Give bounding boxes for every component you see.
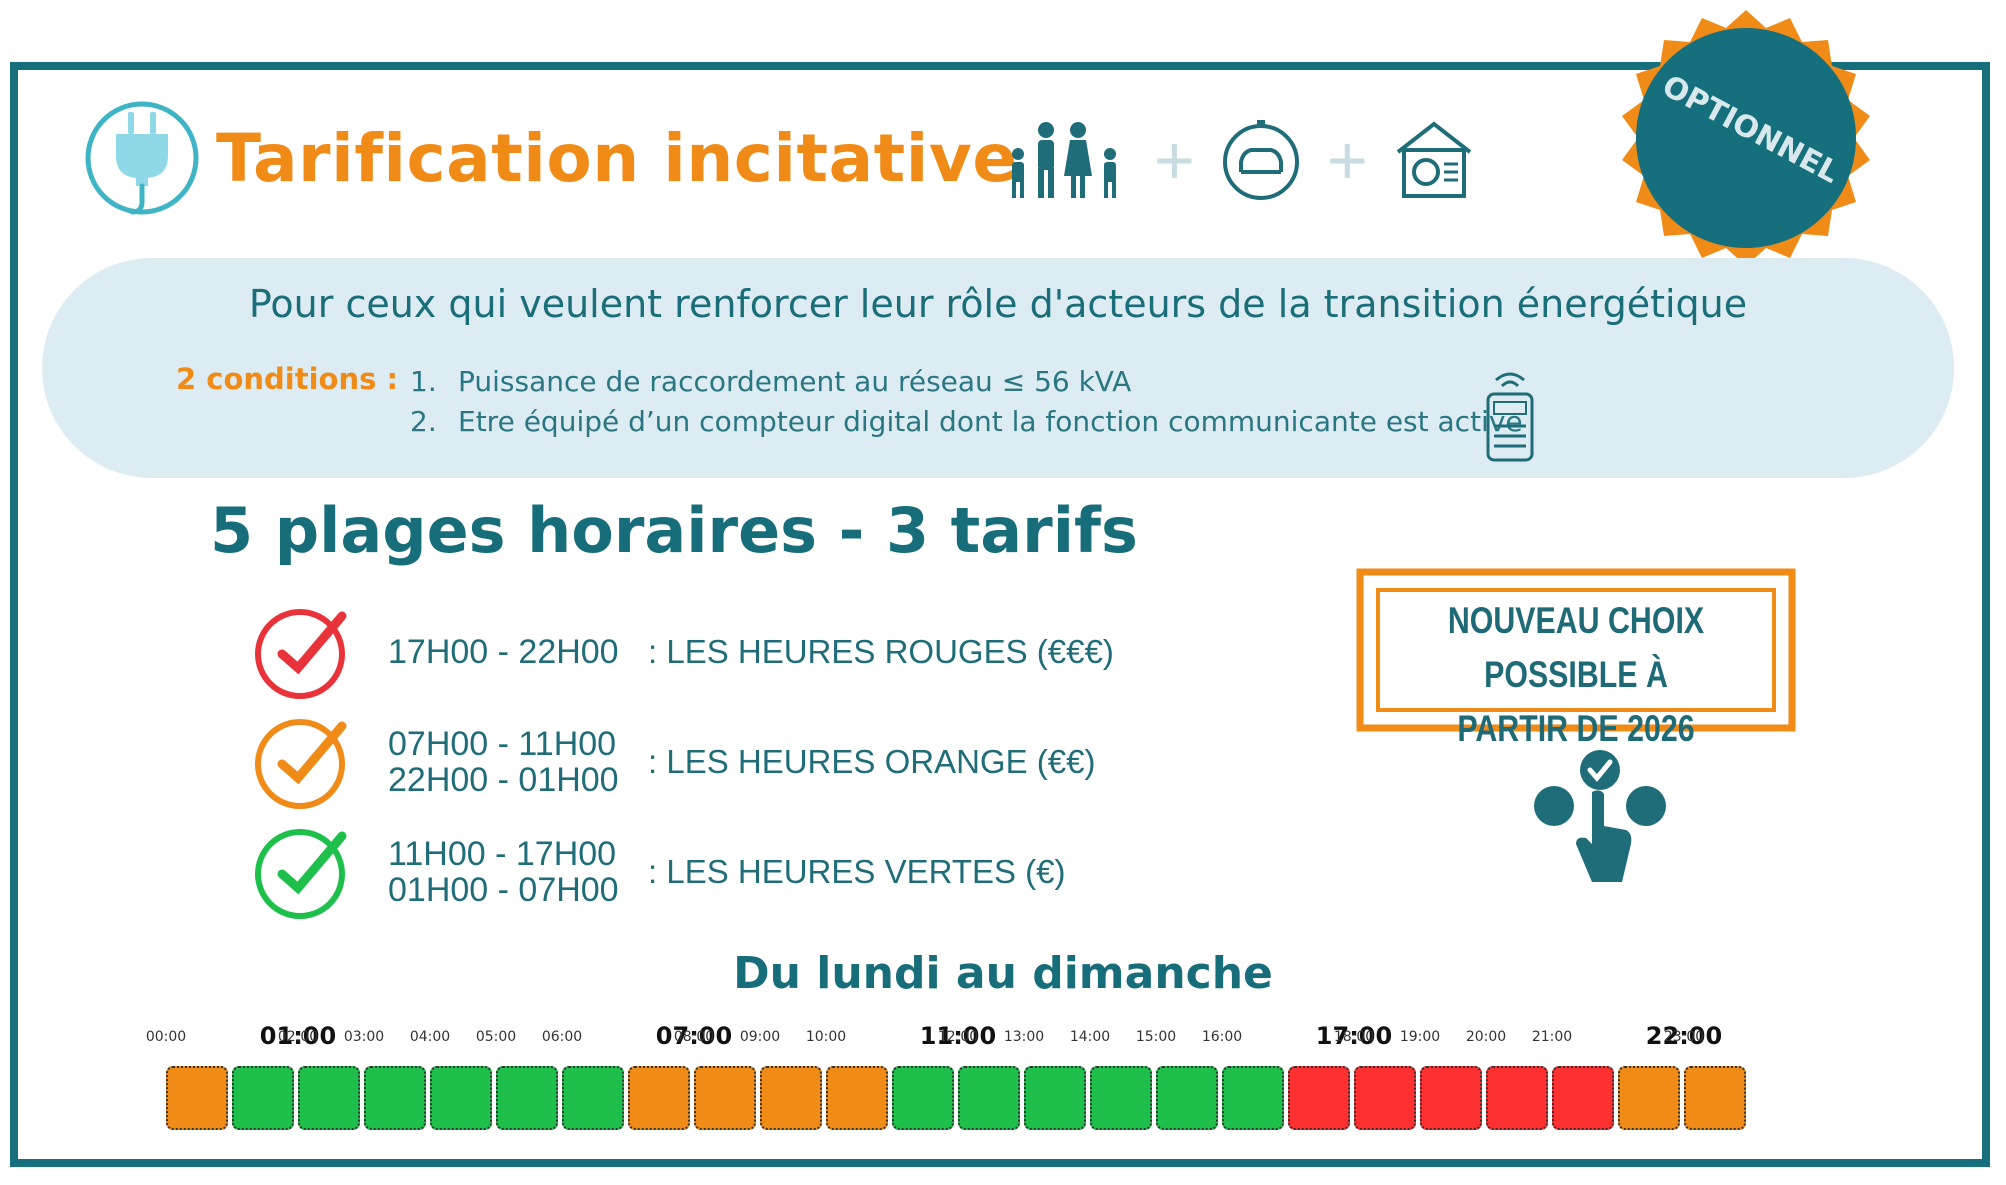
hour-label: 23:00 (1663, 1029, 1705, 1045)
tariff-description: : LES HEURES ORANGE (€€) (648, 743, 1096, 780)
tariff-description: : LES HEURES ROUGES (€€€) (648, 633, 1114, 670)
family-icon (1012, 122, 1116, 198)
hour-slot (628, 1066, 690, 1130)
page-title: Tarification incitative (216, 119, 1018, 197)
hour-label: 07:00 (655, 1022, 733, 1050)
header: Tarification incitative (82, 98, 1018, 218)
hour-label: 03:00 (343, 1029, 385, 1045)
hour-labels: 00:00 01:00 02:00 03:00 04:00 05:00 06:00 07:00… (0, 1022, 2006, 1062)
hour-label: 20:00 (1465, 1029, 1507, 1045)
condition-item: 1. Puissance de raccordement au réseau ≤ … (410, 365, 1132, 398)
hour-label: 01:00 (259, 1022, 337, 1050)
hour-label: 13:00 (1003, 1029, 1045, 1045)
hour-label: 17:00 (1315, 1022, 1393, 1050)
hour-slot (1552, 1066, 1614, 1130)
intro-band: Pour ceux qui veulent renforcer leur rôl… (42, 258, 1954, 478)
hour-label: 00:00 (145, 1029, 187, 1045)
hour-slot (958, 1066, 1020, 1130)
hour-slot (1420, 1066, 1482, 1130)
hour-label: 12:00 (937, 1029, 979, 1045)
hour-label: 08:00 (673, 1029, 715, 1045)
tariff-row-red: 17H00 - 22H00 : LES HEURES ROUGES (€€€) (252, 602, 1114, 702)
hour-label: 09:00 (739, 1029, 781, 1045)
hour-label: 18:00 (1333, 1029, 1375, 1045)
intro-headline: Pour ceux qui veulent renforcer leur rôl… (248, 282, 1748, 326)
hour-label: 19:00 (1399, 1029, 1441, 1045)
hour-label: 11:00 (919, 1022, 997, 1050)
tariff-row-orange: 07H00 - 11H00 22H00 - 01H00 : LES HEURES… (252, 712, 1095, 812)
hour-slot (1156, 1066, 1218, 1130)
notice-frame (1356, 568, 1796, 732)
clock-check-icon (255, 829, 347, 919)
hour-slot (826, 1066, 888, 1130)
conditions-list: 1. Puissance de raccordement au réseau ≤ … (410, 362, 1523, 442)
hour-label: 04:00 (409, 1029, 451, 1045)
plages-heading: 5 plages horaires - 3 tarifs (210, 494, 1138, 567)
hour-slot (166, 1066, 228, 1130)
clock-check-icon (255, 609, 347, 699)
hour-label: 06:00 (541, 1029, 583, 1045)
hour-label: 05:00 (475, 1029, 517, 1045)
hour-label: 10:00 (805, 1029, 847, 1045)
time-range: 07H00 - 11H00 (388, 725, 617, 763)
hour-label: 15:00 (1135, 1029, 1177, 1045)
hour-label: 14:00 (1069, 1029, 1111, 1045)
smart-meter-icon (1486, 372, 1534, 462)
notice-text: NOUVEAU CHOIX POSSIBLE À PARTIR DE 2026 (1447, 600, 1705, 749)
hour-slot (430, 1066, 492, 1130)
hour-slot (298, 1066, 360, 1130)
timeline-heading: Du lundi au dimanche (733, 948, 1273, 999)
hour-label: 02:00 (277, 1029, 319, 1045)
hour-slot (694, 1066, 756, 1130)
time-range: 17H00 - 22H00 (388, 633, 619, 671)
time-range: 01H00 - 07H00 (388, 871, 619, 909)
hour-slot (892, 1066, 954, 1130)
hour-slot (1222, 1066, 1284, 1130)
tariff-description: : LES HEURES VERTES (€) (648, 853, 1066, 890)
choice-select-icon (1534, 750, 1666, 882)
hour-label: 21:00 (1531, 1029, 1573, 1045)
hour-slots-bar (166, 1066, 1750, 1130)
hour-slot (364, 1066, 426, 1130)
target-group: + + (1000, 118, 1476, 202)
hour-slot (496, 1066, 558, 1130)
electric-car-icon (1222, 120, 1299, 200)
hour-slot (1288, 1066, 1350, 1130)
plus-icon: + (1326, 121, 1368, 199)
hour-slot (562, 1066, 624, 1130)
heat-pump-house-icon (1396, 121, 1472, 198)
hour-slot (1024, 1066, 1086, 1130)
clock-check-icon (255, 719, 347, 809)
condition-item: 2. Etre équipé d’un compteur digital dont… (410, 405, 1523, 438)
hour-slot (1486, 1066, 1548, 1130)
hour-slot (232, 1066, 294, 1130)
optional-badge: OPTIONNEL (1622, 10, 1870, 266)
hour-label: 22:00 (1645, 1022, 1723, 1050)
hour-slot (760, 1066, 822, 1130)
plus-icon: + (1154, 121, 1195, 199)
hour-slot (1684, 1066, 1746, 1130)
time-range: 22H00 - 01H00 (388, 761, 619, 799)
hour-slot (1354, 1066, 1416, 1130)
plug-icon (85, 101, 199, 215)
hour-slot (1618, 1066, 1680, 1130)
page-frame (10, 62, 1990, 1167)
conditions-label: 2 conditions : (176, 362, 399, 396)
tariff-row-green: 11H00 - 17H00 01H00 - 07H00 : LES HEURES… (252, 822, 1066, 922)
hour-slot (1090, 1066, 1152, 1130)
time-range: 11H00 - 17H00 (388, 835, 617, 873)
hour-label: 16:00 (1201, 1029, 1243, 1045)
